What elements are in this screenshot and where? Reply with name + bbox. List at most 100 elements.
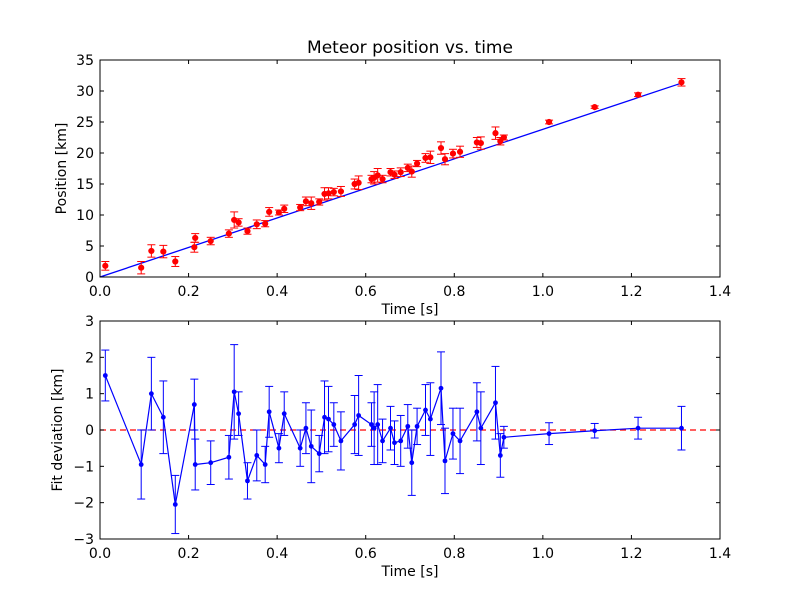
data-point	[369, 422, 374, 427]
data-point	[427, 154, 434, 161]
data-point	[414, 423, 420, 429]
y-tick-label: 0	[85, 423, 94, 439]
y-axis-label: Position [km]	[54, 123, 70, 215]
x-tick-label: 1.4	[709, 284, 731, 300]
data-point	[235, 219, 242, 226]
data-point	[678, 79, 685, 86]
data-point	[316, 198, 323, 206]
chart-title: Meteor position vs. time	[307, 38, 513, 58]
x-axis-label: Time [s]	[381, 564, 439, 580]
x-tick-label: 0.4	[266, 284, 288, 300]
x-tick-label: 0.0	[89, 546, 111, 562]
data-point	[148, 391, 154, 397]
data-point	[138, 264, 145, 271]
data-point	[302, 198, 310, 205]
y-tick-label: 5	[85, 239, 94, 255]
data-point	[355, 179, 362, 186]
data-point	[160, 414, 166, 420]
deviation-line	[104, 375, 682, 505]
data-point	[497, 453, 503, 458]
y-tick-label: 3	[85, 314, 94, 330]
x-tick-label: 1.2	[620, 284, 642, 300]
data-point	[245, 478, 250, 484]
data-point	[138, 462, 144, 467]
data-point	[244, 228, 251, 235]
data-point	[297, 204, 304, 211]
data-point	[207, 237, 214, 245]
data-point	[422, 154, 429, 162]
x-tick-label: 1.4	[709, 546, 731, 562]
y-tick-label: 30	[76, 84, 94, 100]
data-point	[492, 130, 499, 137]
data-point	[303, 425, 309, 431]
data-point	[423, 407, 428, 413]
data-point	[375, 422, 381, 427]
data-point	[474, 409, 480, 415]
data-point	[592, 428, 598, 434]
data-point	[450, 431, 456, 437]
data-point	[456, 148, 464, 155]
data-point	[493, 400, 498, 406]
data-point	[281, 205, 288, 212]
data-point	[380, 438, 385, 444]
data-point	[226, 454, 232, 460]
data-point	[442, 458, 448, 464]
data-point	[397, 169, 404, 176]
data-point	[102, 262, 109, 269]
data-point	[591, 104, 598, 111]
data-point	[316, 451, 322, 457]
data-point	[330, 188, 337, 196]
data-point	[478, 425, 484, 431]
fit-line	[99, 82, 681, 278]
data-point	[208, 460, 214, 466]
data-point	[413, 160, 421, 167]
data-point	[160, 248, 167, 255]
data-point	[449, 150, 457, 157]
fit-deviation-chart: 0.0 0.2 0.4 0.6 0.8 1.0 1.2 1.4 −3 −2 −1 0 1 2 3 Time …	[50, 314, 731, 580]
data-point	[297, 445, 303, 451]
y-tick-label: 0	[85, 270, 94, 286]
data-point	[322, 414, 327, 420]
y-tick-label: 35	[76, 53, 94, 69]
x-tick-label: 0.4	[266, 546, 288, 562]
data-point	[457, 438, 463, 444]
y-tick-label: 15	[76, 177, 94, 193]
data-point	[308, 443, 314, 449]
x-tick-label: 1.0	[532, 546, 554, 562]
data-point	[192, 462, 198, 467]
x-tick-label: 0.2	[177, 284, 199, 300]
data-point	[391, 171, 398, 178]
x-axis-label: Time [s]	[381, 302, 439, 318]
data-point	[308, 200, 315, 207]
data-point	[148, 247, 155, 255]
data-point	[331, 422, 337, 427]
y-tick-label: −3	[73, 532, 94, 548]
data-point	[325, 190, 332, 197]
x-tick-label: 0.8	[443, 546, 465, 562]
x-tick-label: 1.2	[620, 546, 642, 562]
y-tick-label: 10	[76, 208, 94, 224]
data-point	[102, 373, 108, 378]
data-point	[441, 156, 449, 163]
data-point	[191, 402, 197, 407]
y-tick-label: 2	[85, 350, 94, 366]
data-point	[192, 234, 199, 242]
y-tick-label: 20	[76, 146, 94, 162]
data-point	[477, 139, 484, 147]
data-point	[545, 118, 553, 126]
y-tick-label: 25	[76, 115, 94, 131]
data-point	[262, 462, 268, 467]
data-point	[371, 425, 377, 431]
data-point	[236, 411, 242, 417]
data-point	[172, 258, 179, 265]
data-point	[356, 413, 362, 418]
data-point	[546, 431, 552, 437]
data-point	[326, 416, 331, 422]
data-point	[172, 502, 178, 507]
data-point	[266, 208, 273, 215]
data-point	[437, 144, 445, 152]
x-tick-label: 1.0	[532, 284, 554, 300]
data-point	[276, 445, 282, 451]
data-point	[254, 453, 260, 458]
